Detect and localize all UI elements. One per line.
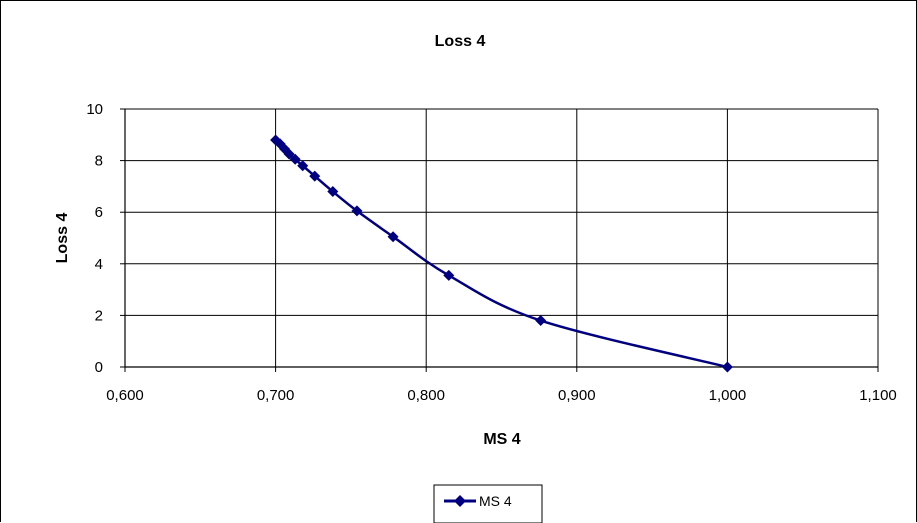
data-point-ms4 bbox=[351, 205, 363, 217]
legend-label-ms4: MS 4 bbox=[479, 493, 512, 509]
y-tick-label: 0 bbox=[95, 359, 103, 376]
legend-box bbox=[433, 484, 543, 523]
axes bbox=[120, 108, 879, 372]
data-point-ms4 bbox=[283, 148, 295, 160]
x-tick-label: 0,900 bbox=[558, 387, 596, 404]
data-point-ms4 bbox=[289, 153, 301, 165]
data-point-ms4 bbox=[309, 170, 321, 182]
data-point-ms4 bbox=[327, 186, 339, 198]
y-axis-title: Loss 4 bbox=[54, 213, 71, 264]
y-tick-labels: 0 2 4 6 8 10 bbox=[86, 101, 103, 376]
series-layer bbox=[270, 134, 733, 373]
x-tick-label: 1,000 bbox=[709, 387, 747, 404]
x-tick-labels: 0,600 0,700 0,800 0,900 1,000 1,100 bbox=[106, 387, 897, 404]
chart-title: Loss 4 bbox=[435, 33, 486, 50]
y-tick-label: 6 bbox=[95, 204, 103, 221]
data-point-ms4 bbox=[443, 269, 455, 281]
x-tick-label: 1,100 bbox=[859, 387, 897, 404]
x-tick-label: 0,600 bbox=[106, 387, 144, 404]
y-tick-label: 10 bbox=[86, 101, 103, 118]
legend: MS 4 bbox=[433, 484, 543, 523]
data-point-ms4 bbox=[535, 315, 547, 327]
y-tick-label: 8 bbox=[95, 153, 103, 170]
x-tick-label: 0,700 bbox=[257, 387, 295, 404]
x-axis-title: MS 4 bbox=[483, 431, 520, 448]
legend-marker-ms4 bbox=[454, 495, 466, 507]
x-tick-label: 0,800 bbox=[407, 387, 445, 404]
y-tick-label: 4 bbox=[95, 256, 103, 273]
plot-area bbox=[125, 109, 878, 367]
data-point-ms4 bbox=[297, 160, 309, 172]
data-point-ms4 bbox=[721, 361, 733, 373]
data-point-ms4 bbox=[387, 231, 399, 243]
y-tick-label: 2 bbox=[95, 307, 103, 324]
